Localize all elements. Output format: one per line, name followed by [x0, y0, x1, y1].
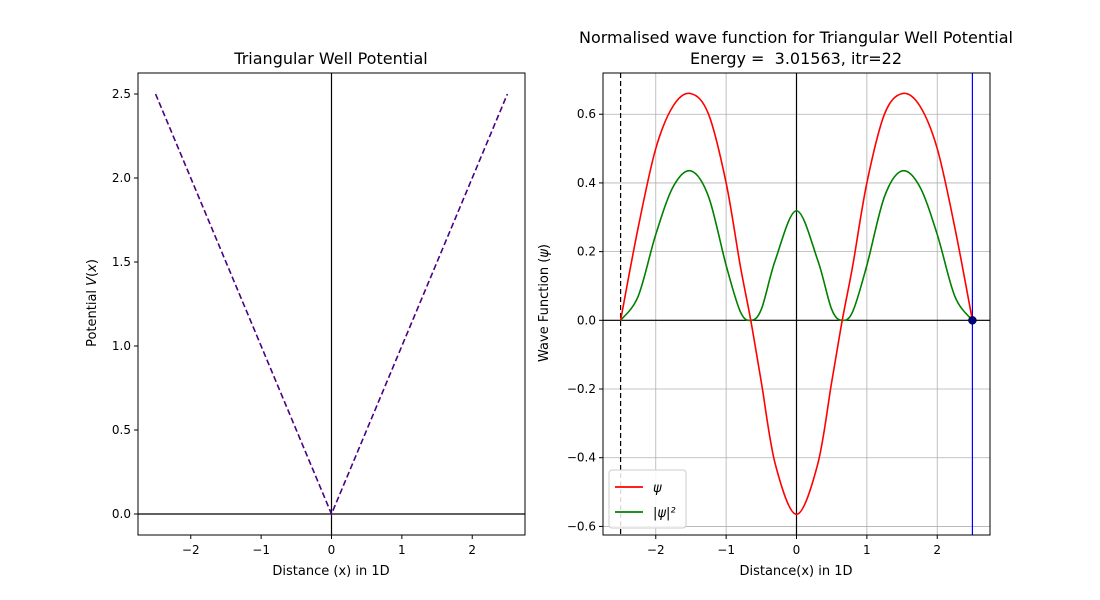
- x-tick-label: 2: [468, 543, 476, 557]
- wavefunction-plot-area: −2 −1 0 1 2 −0.6 −0.4 −0.2 0.0 0.2 0.4 0.6: [567, 72, 991, 557]
- x-tick-label: −1: [252, 543, 270, 557]
- wavefunction-plot-title: Normalised wave function for Triangular …: [579, 28, 1013, 47]
- y-tick-label: 1.0: [112, 339, 131, 353]
- y-tick-label: 2.0: [112, 171, 131, 185]
- y-tick-label: 1.5: [112, 255, 131, 269]
- potential-plot: Triangular Well Potential Distance (x) i…: [85, 49, 526, 579]
- wavefunction-x-axis-label: Distance(x) in 1D: [739, 564, 852, 579]
- potential-y-axis-label: Potential V(x): [85, 259, 100, 347]
- y-tick-label: 0.5: [112, 423, 131, 437]
- y-tick-label: 0.4: [577, 176, 596, 190]
- legend-label: ψ: [653, 481, 662, 496]
- y-tick-label: −0.2: [567, 382, 596, 396]
- wavefunction-plot: Normalised wave function for Triangular …: [537, 28, 1013, 579]
- y-tick-label: −0.6: [567, 519, 596, 533]
- wavefunction-legend: ψ |ψ|²: [608, 469, 687, 529]
- x-tick-label: −2: [647, 543, 665, 557]
- x-tick-label: −2: [182, 543, 200, 557]
- psi-series-line: [619, 92, 974, 516]
- x-tick-label: 0: [793, 543, 801, 557]
- potential-plot-area: −2 −1 0 1 2 0.0 0.5 1.0 1.5 2.0 2.5: [112, 72, 526, 557]
- y-tick-label: 0.0: [112, 507, 131, 521]
- potential-plot-title: Triangular Well Potential: [233, 49, 427, 68]
- y-tick-label: 0.0: [577, 313, 596, 327]
- x-tick-label: 2: [933, 543, 941, 557]
- wavefunction-plot-subtitle: Energy = 3.01563, itr=22: [690, 49, 902, 68]
- x-tick-label: −1: [717, 543, 735, 557]
- potential-x-axis-label: Distance (x) in 1D: [272, 564, 389, 579]
- potential-series-line: [154, 93, 509, 517]
- psi-squared-series-line: [619, 169, 974, 322]
- y-tick-label: 2.5: [112, 87, 131, 101]
- y-tick-label: 0.2: [577, 245, 596, 259]
- x-tick-label: 0: [328, 543, 336, 557]
- x-tick-label: 1: [863, 543, 871, 557]
- x-tick-label: 1: [398, 543, 406, 557]
- y-tick-label: −0.4: [567, 451, 596, 465]
- endpoint-marker: [968, 316, 977, 325]
- legend-box: [608, 469, 687, 529]
- wavefunction-y-axis-label: Wave Function (ψ): [537, 244, 552, 362]
- y-tick-label: 0.6: [577, 107, 596, 121]
- legend-label: |ψ|²: [653, 506, 676, 521]
